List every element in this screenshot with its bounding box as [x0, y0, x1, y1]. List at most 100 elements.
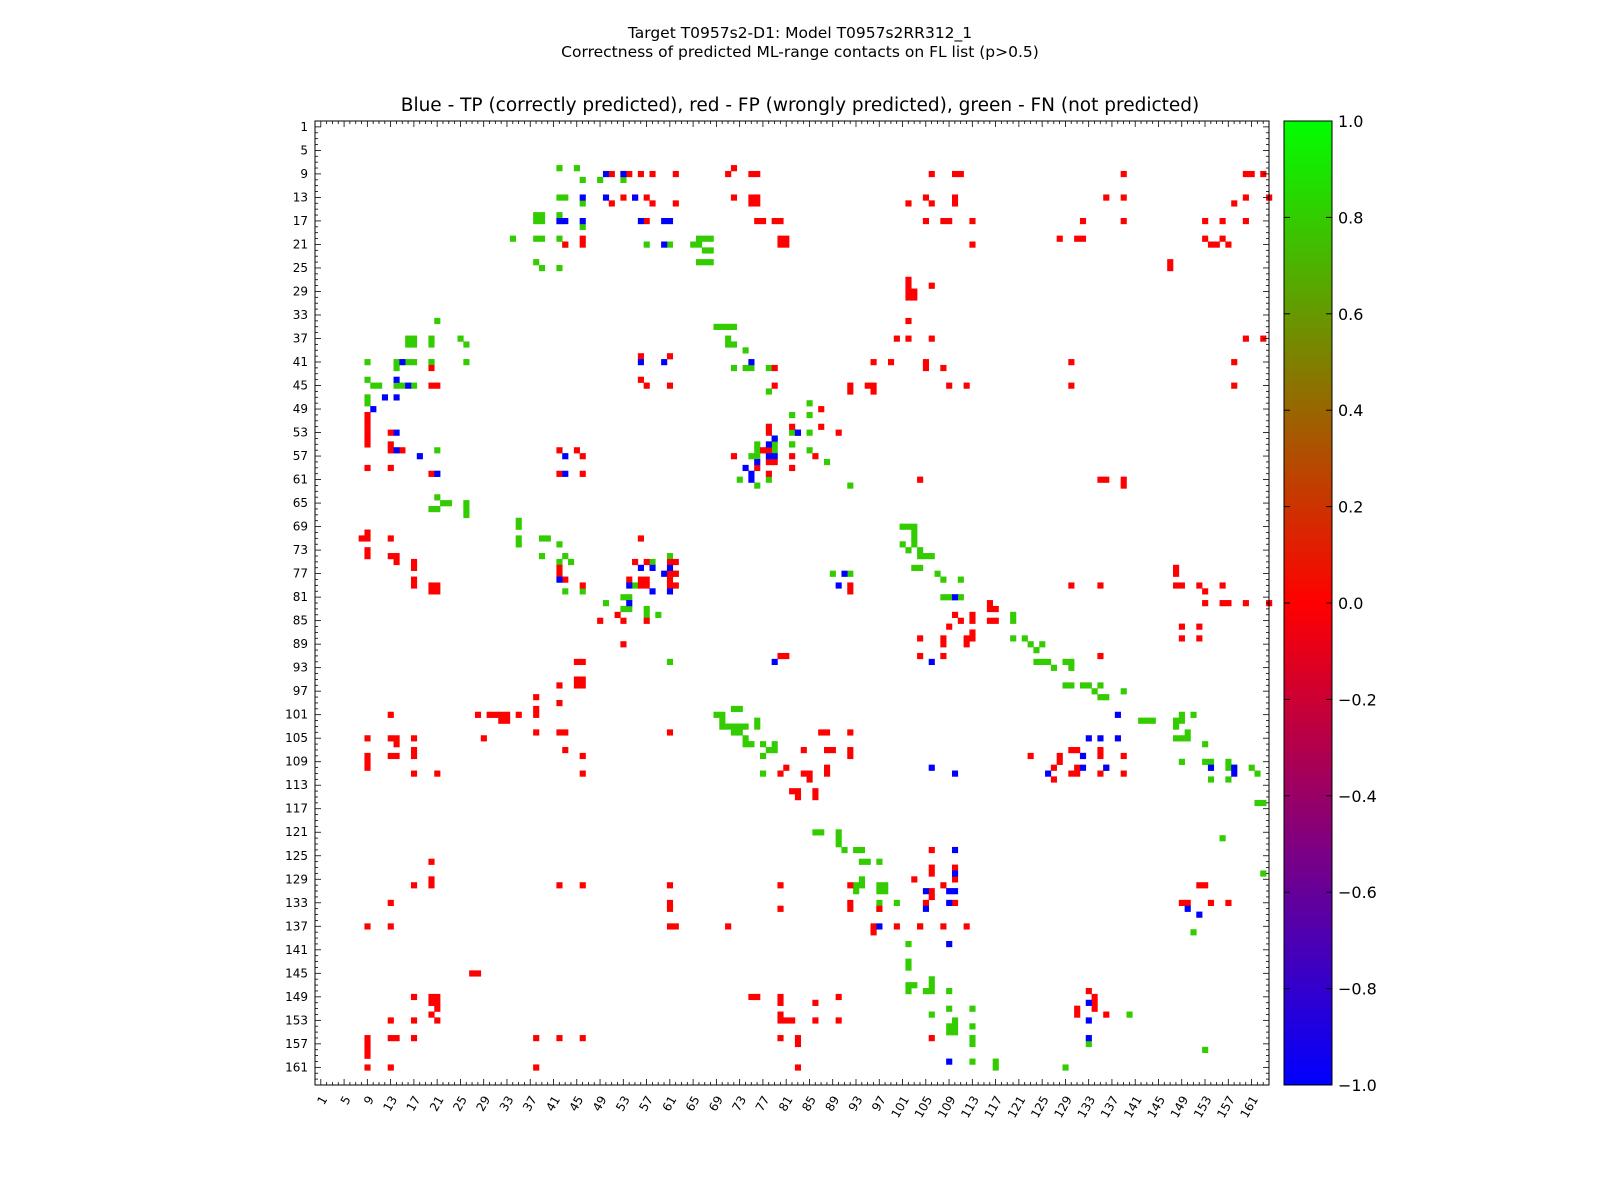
cell-fp: [783, 652, 790, 660]
cell-fp: [847, 582, 854, 589]
cell-fn: [876, 899, 883, 907]
cell-fp: [434, 993, 441, 1001]
cell-fp: [556, 699, 563, 707]
cell-fp: [922, 899, 929, 907]
cell-fp: [410, 770, 418, 777]
cell-tp: [562, 470, 569, 477]
cell-fp: [748, 993, 755, 1001]
cell-fp: [951, 899, 959, 907]
colorbar-tick-label: 0.8: [1338, 208, 1363, 227]
cell-fp: [1167, 265, 1174, 272]
cell-fn: [806, 411, 813, 419]
cell-fp: [428, 364, 435, 372]
cell-tp: [765, 441, 772, 448]
cell-fp: [771, 217, 778, 225]
cell-fp: [754, 993, 761, 1001]
cell-fp: [393, 752, 400, 760]
cell-fp: [393, 1035, 400, 1042]
cell-fn: [707, 235, 714, 242]
cell-fp: [725, 923, 732, 930]
cell-fp: [1242, 170, 1249, 178]
cell-tp: [661, 241, 668, 248]
cell-fn: [1149, 717, 1156, 724]
cell-fp: [364, 547, 371, 554]
cell-tp: [1085, 999, 1092, 1006]
x-tick-label: 137: [1098, 1094, 1122, 1121]
cell-fp: [1196, 623, 1203, 630]
cell-fp: [812, 794, 819, 801]
cell-fp: [1074, 1011, 1081, 1018]
cell-tp: [661, 359, 668, 366]
cell-tp: [928, 658, 935, 666]
cell-fp: [1050, 776, 1057, 783]
cell-fn: [1068, 658, 1075, 666]
cell-fp: [917, 923, 924, 930]
cell-fp: [829, 747, 836, 754]
cell-fp: [649, 200, 656, 207]
cell-fp: [765, 470, 772, 477]
cell-fp: [725, 170, 732, 178]
cell-fn: [1050, 664, 1057, 671]
cell-fn: [1068, 682, 1075, 689]
cell-fp: [504, 711, 511, 718]
cell-fp: [579, 682, 586, 689]
cell-fp: [870, 923, 877, 930]
cell-tp: [1085, 735, 1092, 742]
cell-fp: [928, 170, 935, 178]
cell-fn: [911, 541, 918, 548]
cell-fn: [666, 553, 674, 560]
x-tick-label: 9: [361, 1094, 377, 1108]
cell-fn: [556, 541, 563, 548]
cell-fp: [434, 382, 441, 389]
cell-fn: [1062, 658, 1069, 666]
x-tick-label: 109: [935, 1094, 959, 1121]
cell-fn: [1091, 688, 1098, 695]
cell-fn: [370, 382, 377, 389]
cell-tp: [1231, 764, 1238, 771]
cell-fn: [1207, 776, 1215, 783]
cell-fp: [777, 1017, 784, 1024]
cell-fn: [655, 611, 662, 618]
cell-fp: [573, 676, 580, 683]
cell-fn: [742, 723, 749, 730]
cell-fp: [765, 429, 772, 436]
cell-fn: [730, 729, 738, 736]
cell-fn: [556, 165, 563, 172]
cell-fp: [579, 882, 586, 889]
cell-fn: [666, 241, 674, 248]
cell-fn: [899, 523, 906, 530]
cell-fn: [405, 341, 412, 348]
cell-fp: [922, 217, 929, 225]
cell-fp: [1068, 359, 1075, 366]
x-tick-label: 61: [660, 1094, 680, 1114]
cell-fp: [474, 711, 482, 718]
cell-fp: [364, 429, 371, 436]
cell-fn: [730, 341, 738, 348]
cell-fp: [579, 676, 586, 683]
cell-fp: [928, 282, 935, 289]
cell-fn: [364, 394, 371, 401]
cell-fp: [608, 200, 615, 207]
cell-fp: [1091, 993, 1098, 1001]
cell-fp: [1219, 217, 1226, 225]
cell-fp: [1097, 582, 1104, 589]
cell-fn: [440, 500, 447, 507]
cell-fn: [736, 476, 743, 483]
cell-fn: [538, 217, 546, 225]
cell-fn: [463, 359, 470, 366]
cell-fp: [393, 553, 400, 560]
cell-fn: [922, 553, 929, 560]
cell-fp: [620, 641, 627, 648]
x-tick-label: 117: [982, 1094, 1006, 1121]
colorbar-tick-label: 0.4: [1338, 401, 1363, 420]
cell-fn: [928, 976, 935, 983]
cell-fn: [1254, 770, 1261, 777]
cell-fn: [765, 476, 772, 483]
cell-fp: [905, 282, 912, 289]
y-tick-label: 45: [293, 379, 308, 393]
cell-tp: [637, 359, 644, 366]
cell-fn: [969, 1040, 976, 1048]
cell-fp: [777, 217, 784, 225]
cell-fn: [1178, 711, 1185, 718]
cell-fp: [789, 1017, 796, 1024]
